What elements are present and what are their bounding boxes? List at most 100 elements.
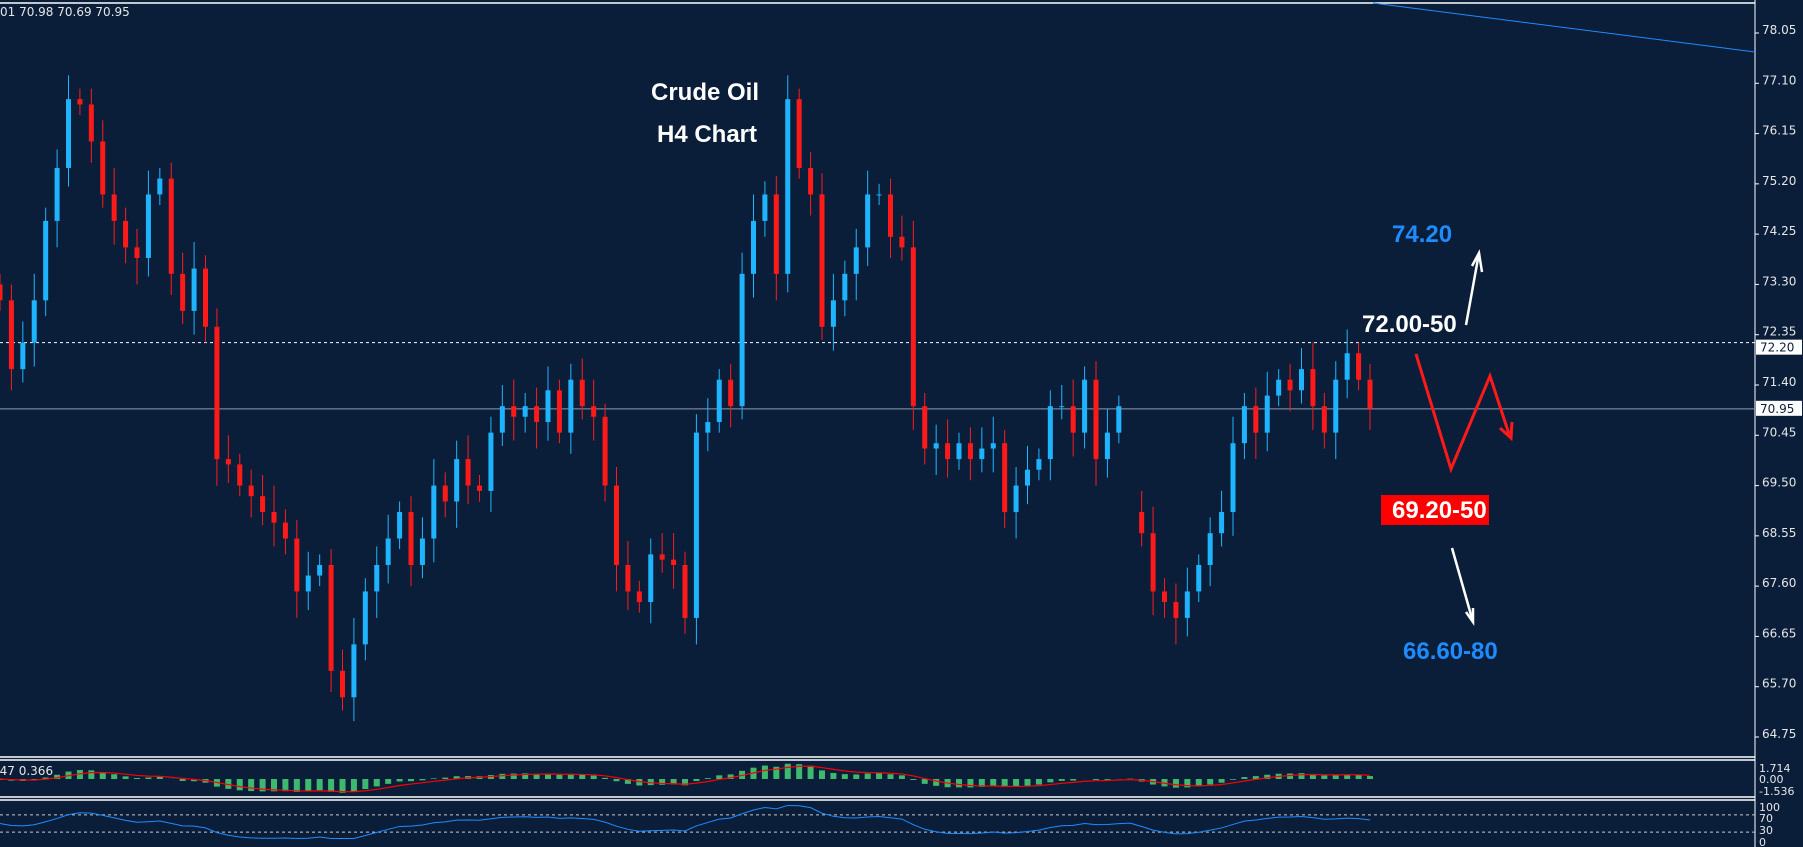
macd-histogram-bar — [567, 774, 574, 779]
macd-histogram-bar — [1172, 779, 1179, 788]
axis-tick-label: 70.45 — [1762, 425, 1796, 439]
ohlc-header: 01 70.98 70.69 70.95 — [0, 5, 130, 19]
candle-body — [1276, 379, 1282, 396]
candle-body — [705, 422, 711, 433]
candle-body — [751, 220, 756, 274]
target-down-label: 66.60-80 — [1403, 638, 1498, 665]
macd-histogram-bar — [716, 775, 723, 779]
candle-body — [830, 300, 836, 327]
macd-histogram-bar — [1332, 775, 1339, 779]
macd-histogram-bar — [864, 773, 871, 779]
macd-histogram-bar — [887, 774, 894, 779]
macd-histogram-bar — [761, 765, 768, 779]
candle-body — [1241, 406, 1247, 444]
macd-histogram-bar — [956, 779, 962, 788]
candle-body — [20, 342, 26, 370]
macd-histogram-bar — [533, 773, 540, 779]
macd-histogram-bar — [373, 779, 380, 787]
trendline — [1372, 2, 1756, 53]
candle-body — [477, 485, 482, 491]
macd-histogram-bar — [99, 772, 106, 779]
macd-header: 247 0.366 — [0, 764, 53, 778]
macd-histogram-bar — [1264, 774, 1271, 779]
macd-histogram-bar — [1070, 779, 1077, 781]
candle-body — [8, 300, 14, 370]
macd-histogram-bar — [1355, 774, 1362, 779]
macd-histogram-bar — [453, 776, 460, 779]
axis-tick-label: 68.55 — [1762, 526, 1796, 540]
macd-histogram-bar — [1093, 779, 1099, 780]
macd-histogram-bar — [1195, 779, 1202, 787]
current-price-tag — [1756, 400, 1802, 416]
candle-body — [54, 167, 60, 221]
candle-body — [1219, 512, 1225, 534]
candle-body — [556, 390, 562, 433]
candle-body — [351, 644, 357, 698]
candle-body — [922, 406, 928, 449]
macd-histogram-bar — [408, 779, 414, 782]
macd-histogram-bar — [898, 775, 905, 779]
candle-body — [408, 512, 414, 565]
candle-body — [225, 459, 231, 465]
macd-histogram-bar — [88, 770, 95, 779]
macd-histogram-bar — [1309, 774, 1316, 779]
candle-body — [899, 236, 905, 248]
macd-histogram-bar — [316, 779, 323, 791]
candle-body — [967, 443, 973, 460]
candle-body — [328, 564, 334, 671]
macd-histogram-bar — [499, 773, 506, 779]
candle-body — [1299, 369, 1304, 391]
candle-body — [1196, 564, 1202, 592]
macd-tick-label: 1.714 — [1759, 762, 1791, 775]
macd-histogram-bar — [853, 774, 860, 779]
macd-histogram-bar — [784, 763, 791, 779]
candle-body — [945, 443, 951, 460]
candle-body — [145, 194, 151, 258]
candle-body — [374, 564, 380, 592]
rsi-tick-label: 30 — [1759, 824, 1773, 837]
candle-body — [1184, 591, 1190, 618]
macd-histogram-bar — [727, 774, 734, 779]
candle-body — [933, 443, 939, 449]
candle-body — [511, 406, 517, 417]
rsi-tick-label: 0 — [1759, 836, 1766, 847]
macd-histogram-bar — [328, 779, 335, 792]
candle-body — [43, 220, 49, 301]
candle-body — [910, 247, 916, 407]
macd-histogram-bar — [1024, 779, 1031, 786]
candle-body — [1150, 533, 1156, 592]
candle-body — [625, 564, 631, 592]
candle-body — [1310, 369, 1316, 407]
macd-histogram-bar — [647, 779, 654, 786]
macd-histogram-bar — [1367, 776, 1373, 779]
rsi-line — [0, 804, 1371, 840]
macd-histogram-bar — [122, 776, 129, 779]
candle-body — [465, 459, 471, 486]
candle-body — [1162, 591, 1167, 603]
macd-histogram-bar — [967, 779, 974, 788]
macd-histogram-bar — [522, 773, 529, 779]
macd-histogram-bar — [1321, 775, 1328, 779]
axis-tick-label: 66.65 — [1762, 626, 1796, 640]
candle-body — [260, 496, 266, 513]
macd-histogram-bar — [704, 778, 711, 779]
candle-body — [682, 564, 688, 618]
candle-body — [1002, 443, 1008, 513]
macd-histogram-bar — [225, 779, 232, 789]
candle-body — [1070, 406, 1076, 433]
rsi-tick-label: 70 — [1759, 812, 1773, 825]
macd-tick-label: -1.536 — [1759, 785, 1794, 798]
macd-histogram-bar — [910, 779, 917, 780]
candle-body — [271, 512, 277, 523]
candle-body — [282, 522, 288, 539]
axis-tick-label: 73.30 — [1762, 274, 1796, 288]
candle-body — [100, 141, 106, 195]
macd-histogram-bar — [636, 779, 643, 786]
candle-body — [534, 406, 540, 423]
candle-body — [716, 379, 722, 423]
resistance-price-tag — [1756, 339, 1802, 355]
candle-body — [1059, 406, 1065, 408]
macd-histogram-bar — [1344, 774, 1351, 779]
axis-tick-label: 65.70 — [1762, 677, 1796, 691]
